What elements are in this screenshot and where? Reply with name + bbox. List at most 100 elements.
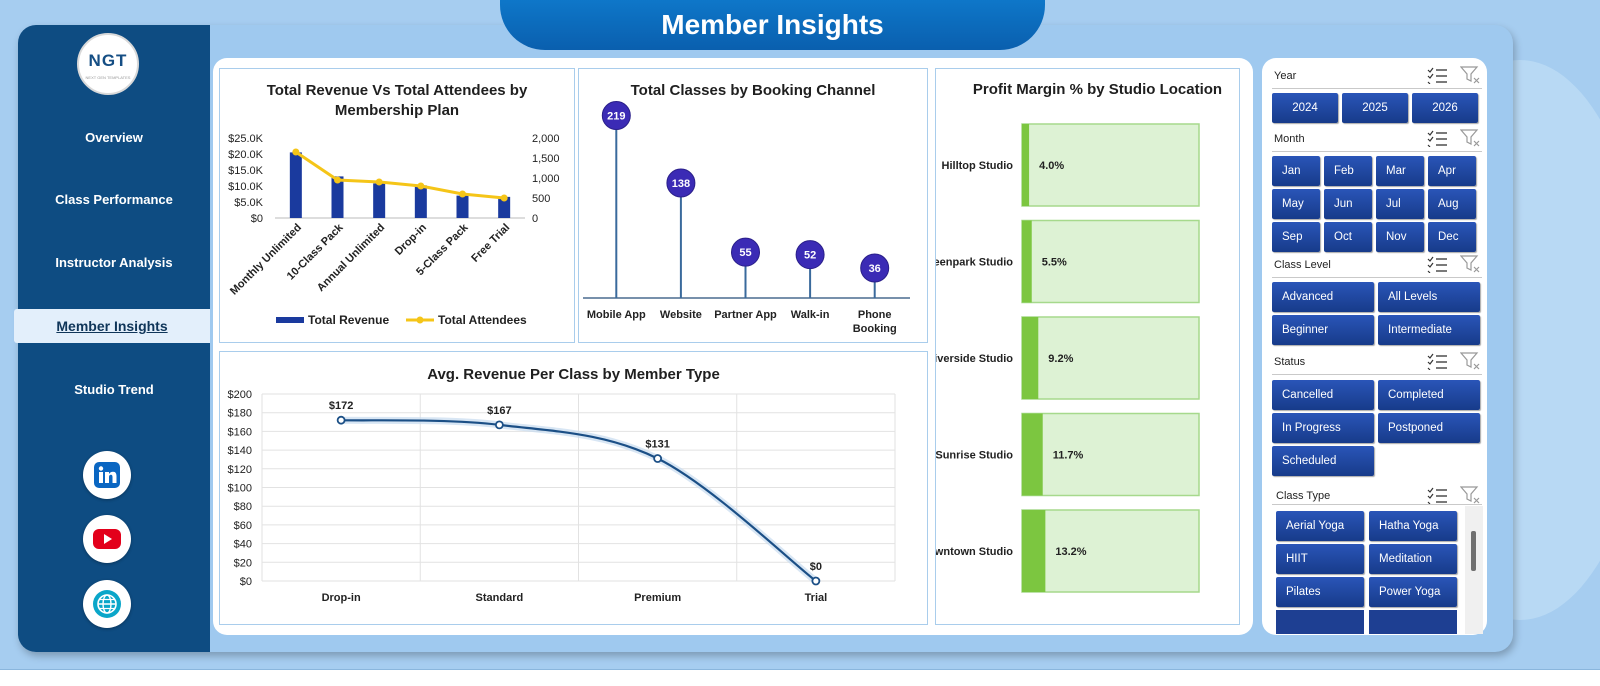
slicer-month-sep[interactable]: Sep [1272, 222, 1320, 252]
slicer-level-beginner[interactable]: Beginner [1272, 315, 1374, 345]
multi-select-icon[interactable] [1427, 486, 1449, 504]
category-label: Sunrise Studio [936, 450, 1013, 462]
y-tick-right: 2,000 [532, 133, 560, 145]
y-tick-label: $160 [228, 426, 252, 438]
lollipop-head [601, 101, 631, 130]
multi-select-icon[interactable] [1427, 255, 1449, 273]
x-tick-label: Walk-in [791, 309, 830, 321]
slicer-month-jul[interactable]: Jul [1376, 189, 1424, 219]
globe-icon[interactable] [83, 580, 131, 628]
legend-label-revenue: Total Revenue [308, 313, 389, 327]
slicer-month-nov[interactable]: Nov [1376, 222, 1424, 252]
bar-track [1021, 123, 1200, 207]
x-tick-label: Phone [858, 309, 892, 321]
y-tick-right: 1,500 [532, 153, 560, 165]
slicer-type-aerial-yoga[interactable]: Aerial Yoga [1276, 511, 1364, 541]
slicer-title-class-level: Class Level [1274, 259, 1331, 271]
slicer-month-aug[interactable]: Aug [1428, 189, 1476, 219]
slicer-status-scheduled[interactable]: Scheduled [1272, 446, 1374, 476]
clear-filter-icon[interactable] [1460, 255, 1482, 273]
slicer-type-meditation[interactable]: Meditation [1369, 544, 1457, 574]
slicer-year-2025[interactable]: 2025 [1342, 93, 1408, 123]
y-tick-right: 500 [532, 193, 550, 205]
slicer-type-more[interactable] [1369, 610, 1457, 634]
slicer-month-oct[interactable]: Oct [1324, 222, 1372, 252]
x-tick-label: Booking [853, 323, 897, 335]
avg-revenue-chart: $200 $180 $160 $140 $120 $100 $80 $60 $40 $20 $0 $1… [228, 389, 896, 604]
chart-title: Total Classes by Booking Channel [630, 82, 876, 99]
x-tick-label: Website [660, 309, 702, 321]
youtube-icon[interactable] [83, 515, 131, 563]
sidebar-item-overview[interactable]: Overview [85, 130, 143, 145]
slicer-status-cancelled[interactable]: Cancelled [1272, 380, 1374, 410]
clear-filter-icon[interactable] [1460, 66, 1482, 84]
x-tick-label: Mobile App [587, 309, 646, 321]
clear-filter-icon[interactable] [1460, 486, 1482, 504]
bar-fill [1022, 220, 1032, 303]
y-tick-label: $20 [234, 557, 252, 569]
slicer-month-jun[interactable]: Jun [1324, 189, 1372, 219]
bar-total-revenue [414, 185, 427, 218]
divider [1272, 88, 1482, 89]
x-tick-label: Trial [805, 592, 828, 604]
bar-track [1021, 219, 1200, 304]
y-tick-left: $20.0K [228, 149, 264, 161]
clear-filter-icon[interactable] [1460, 352, 1482, 370]
slicer-level-all-levels[interactable]: All Levels [1378, 282, 1480, 312]
slicer-status-completed[interactable]: Completed [1378, 380, 1480, 410]
slicer-month-mar[interactable]: Mar [1376, 156, 1424, 186]
sidebar-item-instructor-analysis[interactable]: Instructor Analysis [55, 255, 173, 270]
slicer-scrollbar[interactable] [1465, 506, 1483, 634]
sidebar-item-member-insights[interactable]: Member Insights [14, 309, 210, 343]
revenue-attendees-panel: Total Revenue Vs Total Attendees by Memb… [219, 68, 575, 343]
sidebar-item-class-performance[interactable]: Class Performance [55, 192, 173, 207]
slicer-type-power-yoga[interactable]: Power Yoga [1369, 577, 1457, 607]
clear-filter-icon[interactable] [1460, 129, 1482, 147]
slicer-type-hiit[interactable]: HIIT [1276, 544, 1364, 574]
slicer-overflow [1276, 610, 1457, 634]
slicer-month-jan[interactable]: Jan [1272, 156, 1320, 186]
bar-total-revenue [289, 152, 302, 218]
bar-track [1021, 509, 1200, 593]
slicer-type-more[interactable] [1276, 610, 1364, 634]
data-label: 11.7% [1053, 450, 1084, 462]
y-tick-label: $140 [228, 445, 252, 457]
multi-select-icon[interactable] [1427, 66, 1449, 84]
y-tick-label: $180 [228, 408, 252, 420]
y-tick-left: $5.0K [234, 197, 263, 209]
bar-track [1021, 316, 1200, 400]
slicer-year-2024[interactable]: 2024 [1272, 93, 1338, 123]
sidebar-item-studio-trend[interactable]: Studio Trend [74, 382, 154, 397]
slicer-month-feb[interactable]: Feb [1324, 156, 1372, 186]
legend-marker-attendees [416, 316, 424, 324]
slicer-month-dec[interactable]: Dec [1428, 222, 1476, 252]
data-label: 36 [869, 263, 881, 275]
point-total-attendees [334, 176, 341, 184]
multi-select-icon[interactable] [1427, 129, 1449, 147]
slicer-type-hatha-yoga[interactable]: Hatha Yoga [1369, 511, 1457, 541]
point-total-attendees [375, 178, 383, 186]
data-point [811, 576, 821, 586]
slicer-year-2026[interactable]: 2026 [1412, 93, 1478, 123]
page-title: Member Insights [500, 0, 1045, 50]
multi-select-icon[interactable] [1427, 352, 1449, 370]
slicer-month-may[interactable]: May [1272, 189, 1320, 219]
x-tick-label: Free Trial [469, 222, 512, 265]
slicer-level-advanced[interactable]: Advanced [1272, 282, 1374, 312]
slicer-status-in-progress[interactable]: In Progress [1272, 413, 1374, 443]
legend-label-attendees: Total Attendees [438, 313, 527, 327]
data-point [653, 454, 663, 463]
slicer-status-postponed[interactable]: Postponed [1378, 413, 1480, 443]
legend-swatch-revenue [276, 317, 304, 323]
y-tick-left: $15.0K [228, 165, 264, 177]
divider [1272, 374, 1482, 375]
linkedin-icon[interactable] [83, 451, 131, 499]
slicer-type-pilates[interactable]: Pilates [1276, 577, 1364, 607]
data-label: $131 [645, 439, 669, 451]
data-label: $167 [487, 405, 511, 417]
slicer-level-intermediate[interactable]: Intermediate [1378, 315, 1480, 345]
booking-channel-chart: 219 Mobile App 138 Website 55 Partner App 52 Wa… [583, 101, 910, 335]
scroll-thumb[interactable] [1471, 531, 1476, 571]
point-total-attendees [500, 194, 508, 202]
slicer-month-apr[interactable]: Apr [1428, 156, 1476, 186]
